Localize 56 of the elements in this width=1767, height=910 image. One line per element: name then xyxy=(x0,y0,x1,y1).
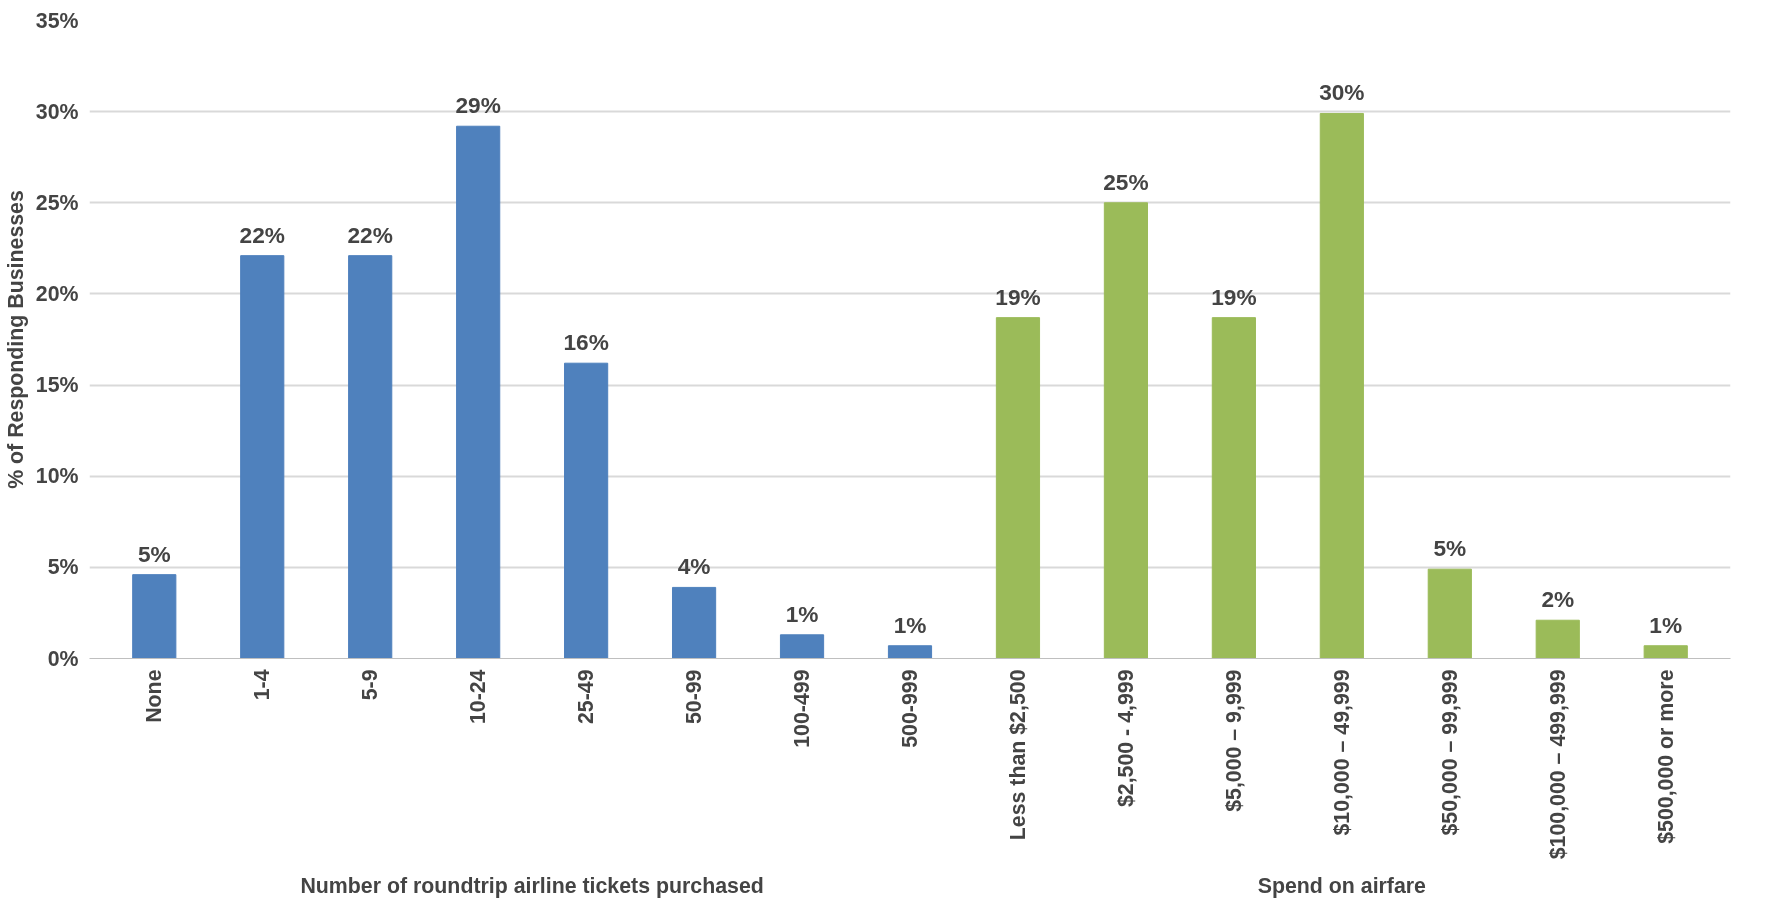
bar xyxy=(132,574,177,659)
bar xyxy=(995,317,1041,659)
bar xyxy=(1535,619,1580,659)
bar xyxy=(1319,112,1364,659)
bar xyxy=(1211,317,1256,659)
x-tick-label: None xyxy=(142,669,167,723)
bar xyxy=(1643,645,1688,659)
data-label: 19% xyxy=(995,283,1041,310)
x-tick-label: 1-4 xyxy=(250,669,275,701)
x-tick-label: Less than $2,500 xyxy=(1005,669,1030,841)
x-tick-label: $10,000 – 49,999 xyxy=(1329,669,1354,836)
data-label: 2% xyxy=(1541,586,1575,613)
bar xyxy=(456,125,501,659)
y-tick-label: 20% xyxy=(35,281,79,306)
bar xyxy=(1103,202,1149,659)
x-tick-label: 10-24 xyxy=(466,669,491,725)
y-tick-label: 10% xyxy=(35,464,79,489)
x-tick-label: 500-999 xyxy=(898,669,922,748)
y-tick-label: 25% xyxy=(35,190,79,215)
data-label: 1% xyxy=(1649,611,1683,638)
data-label: 25% xyxy=(1103,168,1149,195)
x-tick-label: 25-49 xyxy=(574,669,599,725)
data-label: 5% xyxy=(1433,535,1467,562)
text: Number of roundtrip airline tickets purchased xyxy=(300,873,764,898)
x-tick-label: $5,000 – 9,999 xyxy=(1221,669,1246,812)
data-label: 5% xyxy=(137,540,171,567)
x-tick-label: $50,000 – 99,999 xyxy=(1437,669,1462,836)
y-axis-title: % of Responding Businesses xyxy=(3,190,28,489)
y-tick-label: 15% xyxy=(35,373,79,398)
bar xyxy=(348,255,393,659)
x-tick-label: 5-9 xyxy=(358,669,383,701)
data-label: 4% xyxy=(677,553,711,580)
data-label: 1% xyxy=(893,611,927,638)
bar xyxy=(240,255,285,659)
x-tick-label: $100,000 – 499,999 xyxy=(1545,669,1570,860)
x-tick-label: 100-499 xyxy=(790,669,815,748)
bar xyxy=(564,362,609,659)
data-label: 16% xyxy=(563,329,609,356)
data-label: 1% xyxy=(785,600,819,627)
data-label: 19% xyxy=(1211,283,1257,310)
data-label: 30% xyxy=(1319,79,1365,106)
bar xyxy=(671,586,717,659)
x-tick-label: $500,000 or more xyxy=(1653,669,1678,844)
bar xyxy=(779,634,825,659)
x-tick-label: 50-99 xyxy=(682,669,707,725)
data-label: 22% xyxy=(239,221,285,248)
y-tick-label: 30% xyxy=(35,99,79,124)
y-tick-label: 35% xyxy=(35,8,79,33)
x-tick-label: $2,500 - 4,999 xyxy=(1113,669,1138,808)
text: Spend on airfare xyxy=(1257,873,1427,898)
data-label: 29% xyxy=(455,92,501,119)
y-tick-label: 5% xyxy=(47,555,79,580)
bar xyxy=(887,645,933,659)
bar xyxy=(1427,568,1472,659)
y-tick-label: 0% xyxy=(47,646,79,671)
data-label: 22% xyxy=(347,221,393,248)
